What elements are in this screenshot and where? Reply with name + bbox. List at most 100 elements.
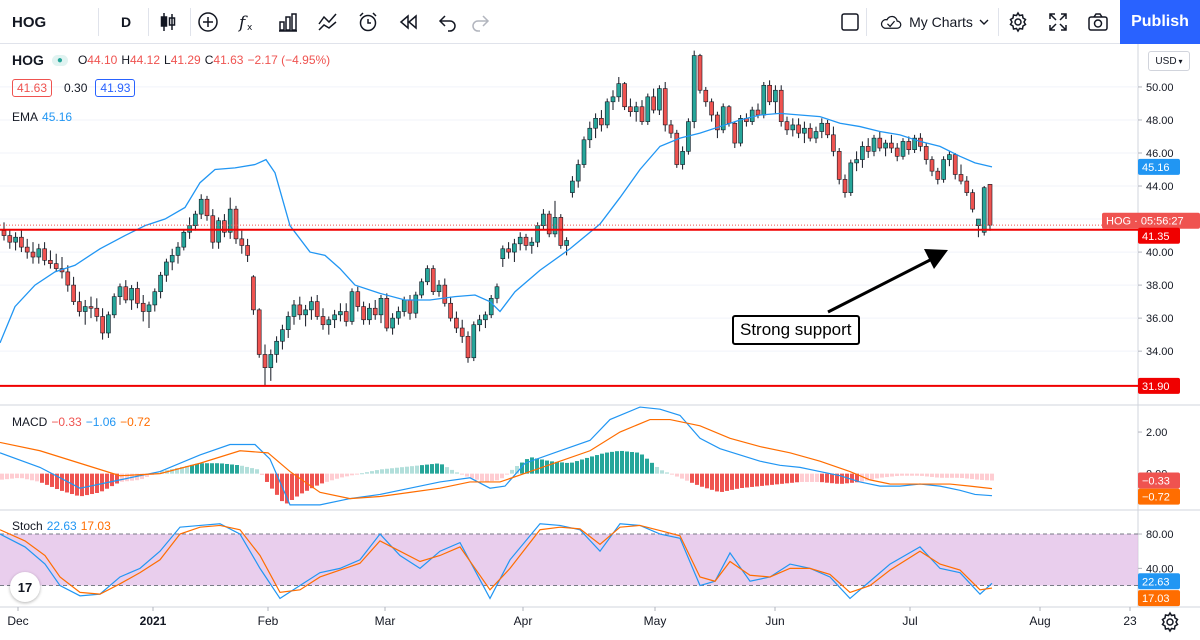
candle-body xyxy=(929,159,935,172)
macd-hist-bar xyxy=(90,473,94,495)
macd-hist-bar xyxy=(125,473,129,482)
macd-hist-bar xyxy=(470,473,474,479)
layout-icon[interactable] xyxy=(832,0,868,44)
lower-line-price-tag: 31.90 xyxy=(1142,381,1170,393)
currency-selector[interactable]: USD ▾ xyxy=(1148,51,1190,71)
candle-body xyxy=(309,301,314,311)
macd-hist-bar xyxy=(755,473,759,487)
macd-hist-bar xyxy=(530,457,534,474)
candles[interactable] xyxy=(1,50,993,386)
compare-icon[interactable] xyxy=(310,0,346,44)
candle-body xyxy=(709,101,714,116)
fullscreen-icon[interactable] xyxy=(1040,0,1076,44)
symbol-search-button[interactable]: HOG xyxy=(12,13,47,31)
macd-hist-bar xyxy=(405,466,409,474)
snapshot-icon[interactable] xyxy=(1080,0,1116,44)
templates-icon[interactable] xyxy=(270,0,306,44)
candle-body xyxy=(987,184,993,226)
low-value: 41.29 xyxy=(170,53,201,67)
macd-hist-bar xyxy=(455,472,459,474)
macd-hist-bar xyxy=(705,473,709,489)
candle-body xyxy=(343,311,349,322)
undo-icon[interactable] xyxy=(430,0,466,44)
macd-hist-bar xyxy=(525,459,529,474)
macd-hist-bar xyxy=(110,473,114,487)
macd-hist-bar xyxy=(610,451,614,474)
candle-body xyxy=(662,88,668,126)
candle-body xyxy=(19,236,24,248)
macd-signal-value: −0.72 xyxy=(120,415,151,429)
macd-legend[interactable]: MACD −0.33 −1.06 −0.72 xyxy=(12,415,154,429)
settings-icon[interactable] xyxy=(1000,0,1036,44)
publish-button[interactable]: Publish xyxy=(1120,0,1200,44)
macd-hist-bar xyxy=(650,462,654,474)
svg-text:x: x xyxy=(247,23,253,33)
my-charts-button[interactable]: My Charts xyxy=(872,0,996,44)
macd-hist-bar xyxy=(335,473,339,479)
legend-symbol[interactable]: HOG xyxy=(12,52,44,68)
macd-hist-bar xyxy=(500,473,504,479)
ohlc-legend: HOG ● O 44.10 H 44.12 L 41.29 C 41.63 −2.17 … xyxy=(12,52,334,68)
candle-body xyxy=(523,236,529,246)
strong-support-annotation[interactable]: Strong support xyxy=(732,315,860,345)
price-axis[interactable]: 34.0036.0038.0040.0042.0044.0046.0048.00… xyxy=(1138,82,1174,575)
macd-hist-bar xyxy=(170,469,174,474)
add-indicator-icon[interactable] xyxy=(190,0,226,44)
ema-legend[interactable]: EMA 45.16 xyxy=(12,110,76,124)
macd-hist-bar xyxy=(265,473,269,482)
stoch-legend[interactable]: Stoch 22.63 17.03 xyxy=(12,519,115,533)
candles-icon[interactable] xyxy=(150,0,186,44)
close-value: 41.63 xyxy=(213,53,244,67)
replay-icon[interactable] xyxy=(390,0,426,44)
macd-hist-bar xyxy=(430,464,434,474)
redo-icon[interactable] xyxy=(462,0,498,44)
macd-hist-bar xyxy=(800,473,804,482)
candle-body xyxy=(198,198,204,215)
sell-button[interactable]: 41.63 xyxy=(12,79,53,97)
macd-hist-value: −0.33 xyxy=(51,415,82,429)
candle-body xyxy=(674,132,680,165)
candle-body xyxy=(146,304,152,312)
tradingview-logo[interactable]: 17 xyxy=(10,572,40,602)
macd-hist-bar xyxy=(60,473,64,491)
annotation-arrow[interactable] xyxy=(827,249,948,314)
alert-icon[interactable] xyxy=(350,0,386,44)
macd-hist-bar xyxy=(570,462,574,474)
candle-body xyxy=(807,127,813,139)
candle-body xyxy=(546,213,552,235)
macd-hist-bar xyxy=(885,473,889,478)
macd-hist-bar xyxy=(310,473,314,489)
support-price-tag: 41.35 xyxy=(1142,231,1170,243)
candle-body xyxy=(42,248,47,261)
candle-body xyxy=(454,317,459,329)
macd-hist-bar xyxy=(365,472,369,474)
macd-hist-bar xyxy=(915,473,919,476)
time-axis[interactable]: Dec 2021 Feb Mar Apr May Jun Jul Aug 23 xyxy=(7,607,1137,628)
macd-hist-bar xyxy=(325,473,329,482)
open-value: 44.10 xyxy=(87,53,118,67)
horizontal-lines[interactable] xyxy=(0,224,1138,387)
candle-body xyxy=(326,319,332,326)
price-chart[interactable]: 34.0036.0038.0040.0042.0044.0046.0048.00… xyxy=(0,44,1200,640)
candle-body xyxy=(616,83,622,98)
candle-body xyxy=(355,291,361,307)
macd-hist-bar xyxy=(475,473,479,480)
macd-hist-tag: −0.33 xyxy=(1142,476,1170,488)
status-pill[interactable]: ● xyxy=(51,54,68,66)
macd-hist-tag-bg xyxy=(1138,472,1180,489)
buy-button[interactable]: 41.93 xyxy=(95,79,136,97)
macd-hist-bar xyxy=(625,451,629,474)
last-price-tag: HOG · 05:56:27 xyxy=(1106,216,1184,228)
interval-button[interactable]: D xyxy=(120,14,132,30)
candle-body xyxy=(30,251,36,258)
chart-settings-icon[interactable] xyxy=(1158,611,1182,633)
macd-hist-bar xyxy=(465,473,469,477)
candle-body xyxy=(181,231,187,248)
candle-body xyxy=(894,147,900,157)
macd-hist-bar xyxy=(560,462,564,474)
candle-body xyxy=(477,319,482,326)
candle-body xyxy=(680,151,685,165)
macd-hist-bar xyxy=(760,473,764,486)
